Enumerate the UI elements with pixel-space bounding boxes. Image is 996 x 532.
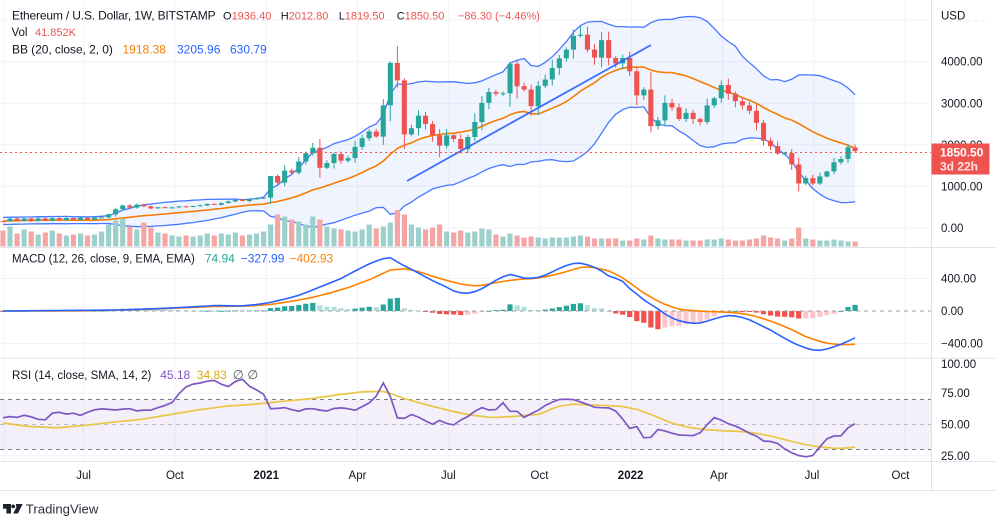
svg-text:45.18: 45.18 [160, 368, 190, 382]
svg-text:Jul: Jul [441, 470, 456, 482]
svg-text:USD: USD [941, 11, 965, 23]
svg-text:25.00: 25.00 [941, 451, 970, 463]
svg-text:50.00: 50.00 [941, 420, 970, 432]
svg-text:Ethereum / U.S. Dollar, 1W, BI: Ethereum / U.S. Dollar, 1W, BITSTAMP [12, 9, 216, 23]
svg-text:3205.96: 3205.96 [177, 43, 221, 57]
svg-text:1850.50: 1850.50 [940, 146, 984, 160]
svg-text:3d 22h: 3d 22h [940, 160, 978, 174]
svg-text:0.00: 0.00 [941, 223, 963, 235]
svg-text:C1850.50: C1850.50 [397, 11, 445, 23]
svg-text:74.94: 74.94 [205, 252, 235, 266]
svg-text:Apr: Apr [349, 470, 367, 482]
svg-text:−400.00: −400.00 [941, 339, 983, 351]
svg-text:Oct: Oct [166, 470, 185, 482]
svg-text:75.00: 75.00 [941, 388, 970, 400]
svg-text:4000.00: 4000.00 [941, 57, 983, 69]
svg-text:2022: 2022 [618, 470, 644, 482]
svg-text:BB (20, close, 2, 0): BB (20, close, 2, 0) [12, 43, 113, 57]
svg-text:400.00: 400.00 [941, 274, 976, 286]
svg-text:MACD (12, 26, close, 9, EMA, E: MACD (12, 26, close, 9, EMA, EMA) [12, 254, 195, 266]
svg-text:41.852K: 41.852K [35, 27, 77, 39]
svg-text:3000.00: 3000.00 [941, 98, 983, 110]
svg-text:TradingView: TradingView [26, 502, 99, 517]
svg-text:Jul: Jul [76, 470, 91, 482]
svg-text:Apr: Apr [710, 470, 728, 482]
svg-text:Vol: Vol [12, 27, 28, 39]
svg-text:L1819.50: L1819.50 [339, 11, 385, 23]
svg-text:∅: ∅ [233, 368, 244, 382]
svg-text:1000.00: 1000.00 [941, 181, 983, 193]
svg-text:1918.38: 1918.38 [123, 43, 167, 57]
svg-text:−86.30 (−4.46%): −86.30 (−4.46%) [458, 11, 540, 23]
svg-text:−402.93: −402.93 [290, 252, 334, 266]
svg-text:34.83: 34.83 [197, 368, 227, 382]
svg-text:RSI (14, close, SMA, 14, 2): RSI (14, close, SMA, 14, 2) [12, 370, 152, 382]
svg-text:−327.99: −327.99 [241, 252, 285, 266]
svg-text:2021: 2021 [253, 470, 279, 482]
svg-text:630.79: 630.79 [230, 43, 267, 57]
svg-text:Oct: Oct [892, 470, 911, 482]
svg-text:Jul: Jul [805, 470, 820, 482]
svg-text:∅: ∅ [247, 368, 258, 382]
svg-text:0.00: 0.00 [941, 306, 963, 318]
svg-text:Oct: Oct [531, 470, 550, 482]
svg-text:H2012.80: H2012.80 [281, 11, 329, 23]
svg-text:100.00: 100.00 [941, 359, 976, 371]
svg-text:O1936.40: O1936.40 [223, 11, 271, 23]
